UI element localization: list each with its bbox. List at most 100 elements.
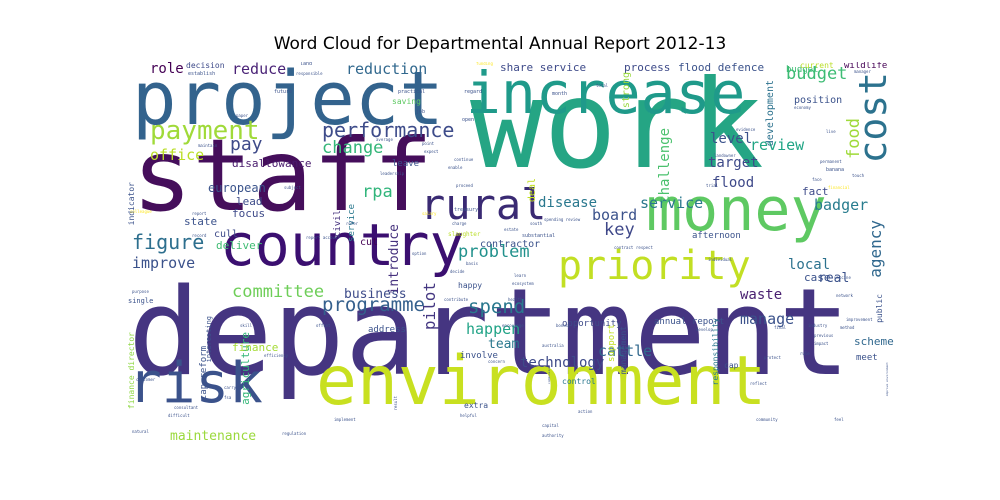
word-129: banana [826, 167, 845, 173]
word-130: touch [852, 173, 865, 178]
word-170: encourage [502, 323, 524, 328]
word-16: spend [468, 296, 526, 318]
word-158: implement [334, 417, 356, 422]
word-180: option [412, 251, 427, 256]
word-113: paper [236, 113, 249, 118]
word-126: manager [854, 69, 871, 74]
word-97: control [562, 377, 596, 386]
word-181: report account [306, 235, 340, 240]
word-128: permanent [820, 159, 842, 164]
word-98: slaughter [448, 231, 481, 238]
word-6: money [646, 175, 827, 245]
word-7: country [220, 211, 465, 279]
word-63: scheme [854, 335, 894, 348]
word-177: contribute [444, 297, 469, 302]
word-45: waste [740, 287, 783, 303]
word-121: salary [422, 211, 437, 216]
word-89: finance director [128, 332, 136, 410]
word-36: service [640, 194, 704, 212]
word-20: food [844, 118, 864, 159]
word-161: consultant [174, 405, 199, 410]
word-28: reduction [346, 62, 428, 78]
word-183: develop [696, 327, 713, 332]
word-59: disallowance [232, 157, 312, 170]
word-9: rural [420, 180, 547, 229]
word-79: address [368, 325, 406, 335]
word-41: flood [712, 175, 755, 191]
word-140: network [836, 293, 853, 298]
word-138: individual [708, 257, 733, 262]
word-191: report [192, 211, 207, 216]
word-146: rule [800, 351, 810, 356]
word-86: meet [856, 353, 878, 363]
word-60: deliver [216, 239, 263, 252]
word-38: challenge [657, 128, 673, 204]
word-31: review [750, 136, 805, 154]
word-32: cattle [598, 342, 653, 360]
word-50: team [488, 337, 520, 352]
chart-title: Word Cloud for Departmental Annual Repor… [273, 34, 727, 54]
word-164: carry [224, 385, 237, 390]
word-54: lead [236, 195, 263, 208]
word-104: treasury [454, 207, 479, 213]
word-132: financial [828, 185, 850, 190]
word-80: annual report [654, 317, 725, 327]
word-145: impact [814, 341, 829, 346]
word-190: record [192, 233, 207, 238]
word-42: level [710, 131, 753, 147]
word-14: figure [132, 230, 205, 254]
word-64: state [184, 215, 218, 228]
word-87: public [875, 294, 884, 323]
word-35: badger [814, 196, 869, 214]
word-33: manage [740, 310, 795, 328]
word-5: increase [466, 62, 746, 127]
word-34: happen [466, 320, 521, 338]
word-135: estate [504, 227, 519, 232]
word-62: case [804, 271, 831, 284]
word-73: position [794, 95, 843, 106]
word-168: skill [240, 323, 253, 328]
word-151: feel [834, 417, 844, 422]
word-18: change [322, 138, 384, 158]
word-112: funding [476, 62, 493, 66]
word-184: commission [547, 366, 551, 385]
word-24: rpa [362, 182, 393, 202]
word-44: disease [538, 195, 598, 211]
word-117: expect [424, 149, 439, 154]
word-93: involve [460, 351, 498, 361]
word-165: fsa [224, 395, 232, 400]
word-108: open [462, 117, 475, 123]
word-68: cut [360, 237, 379, 248]
word-83: support [607, 324, 617, 362]
word-187: proceed [456, 183, 473, 188]
word-cloud: work department staff project environment inc… [128, 62, 894, 446]
word-69: cull [214, 229, 239, 240]
word-43: target [708, 155, 759, 171]
word-29: improve [132, 254, 196, 272]
word-169: purpose [132, 289, 149, 294]
word-155: authority [542, 433, 564, 438]
word-22: key [604, 220, 635, 240]
word-106: responsible [296, 71, 323, 76]
word-15: programme [322, 294, 425, 316]
word-115: average [376, 137, 393, 142]
word-114: maintain [198, 143, 218, 148]
word-10: priority [558, 243, 751, 289]
word-52: share service [500, 62, 587, 74]
word-176: ecosystem [512, 281, 534, 286]
word-95: happy [458, 281, 483, 290]
word-81: opportunity [562, 319, 622, 329]
word-0: work [470, 62, 764, 196]
word-143: method [840, 325, 855, 330]
word-127: live [826, 129, 836, 134]
word-119: enable [448, 165, 463, 170]
word-147: protect [764, 355, 781, 360]
word-58: finance [232, 341, 279, 354]
word-178: decide [450, 269, 465, 274]
word-92: saving [392, 97, 421, 106]
word-37: board [592, 206, 638, 224]
word-21: budget [786, 64, 848, 84]
word-82: afternoon [692, 231, 741, 241]
word-71: civil [333, 210, 343, 238]
word-123: evidence [736, 127, 756, 132]
